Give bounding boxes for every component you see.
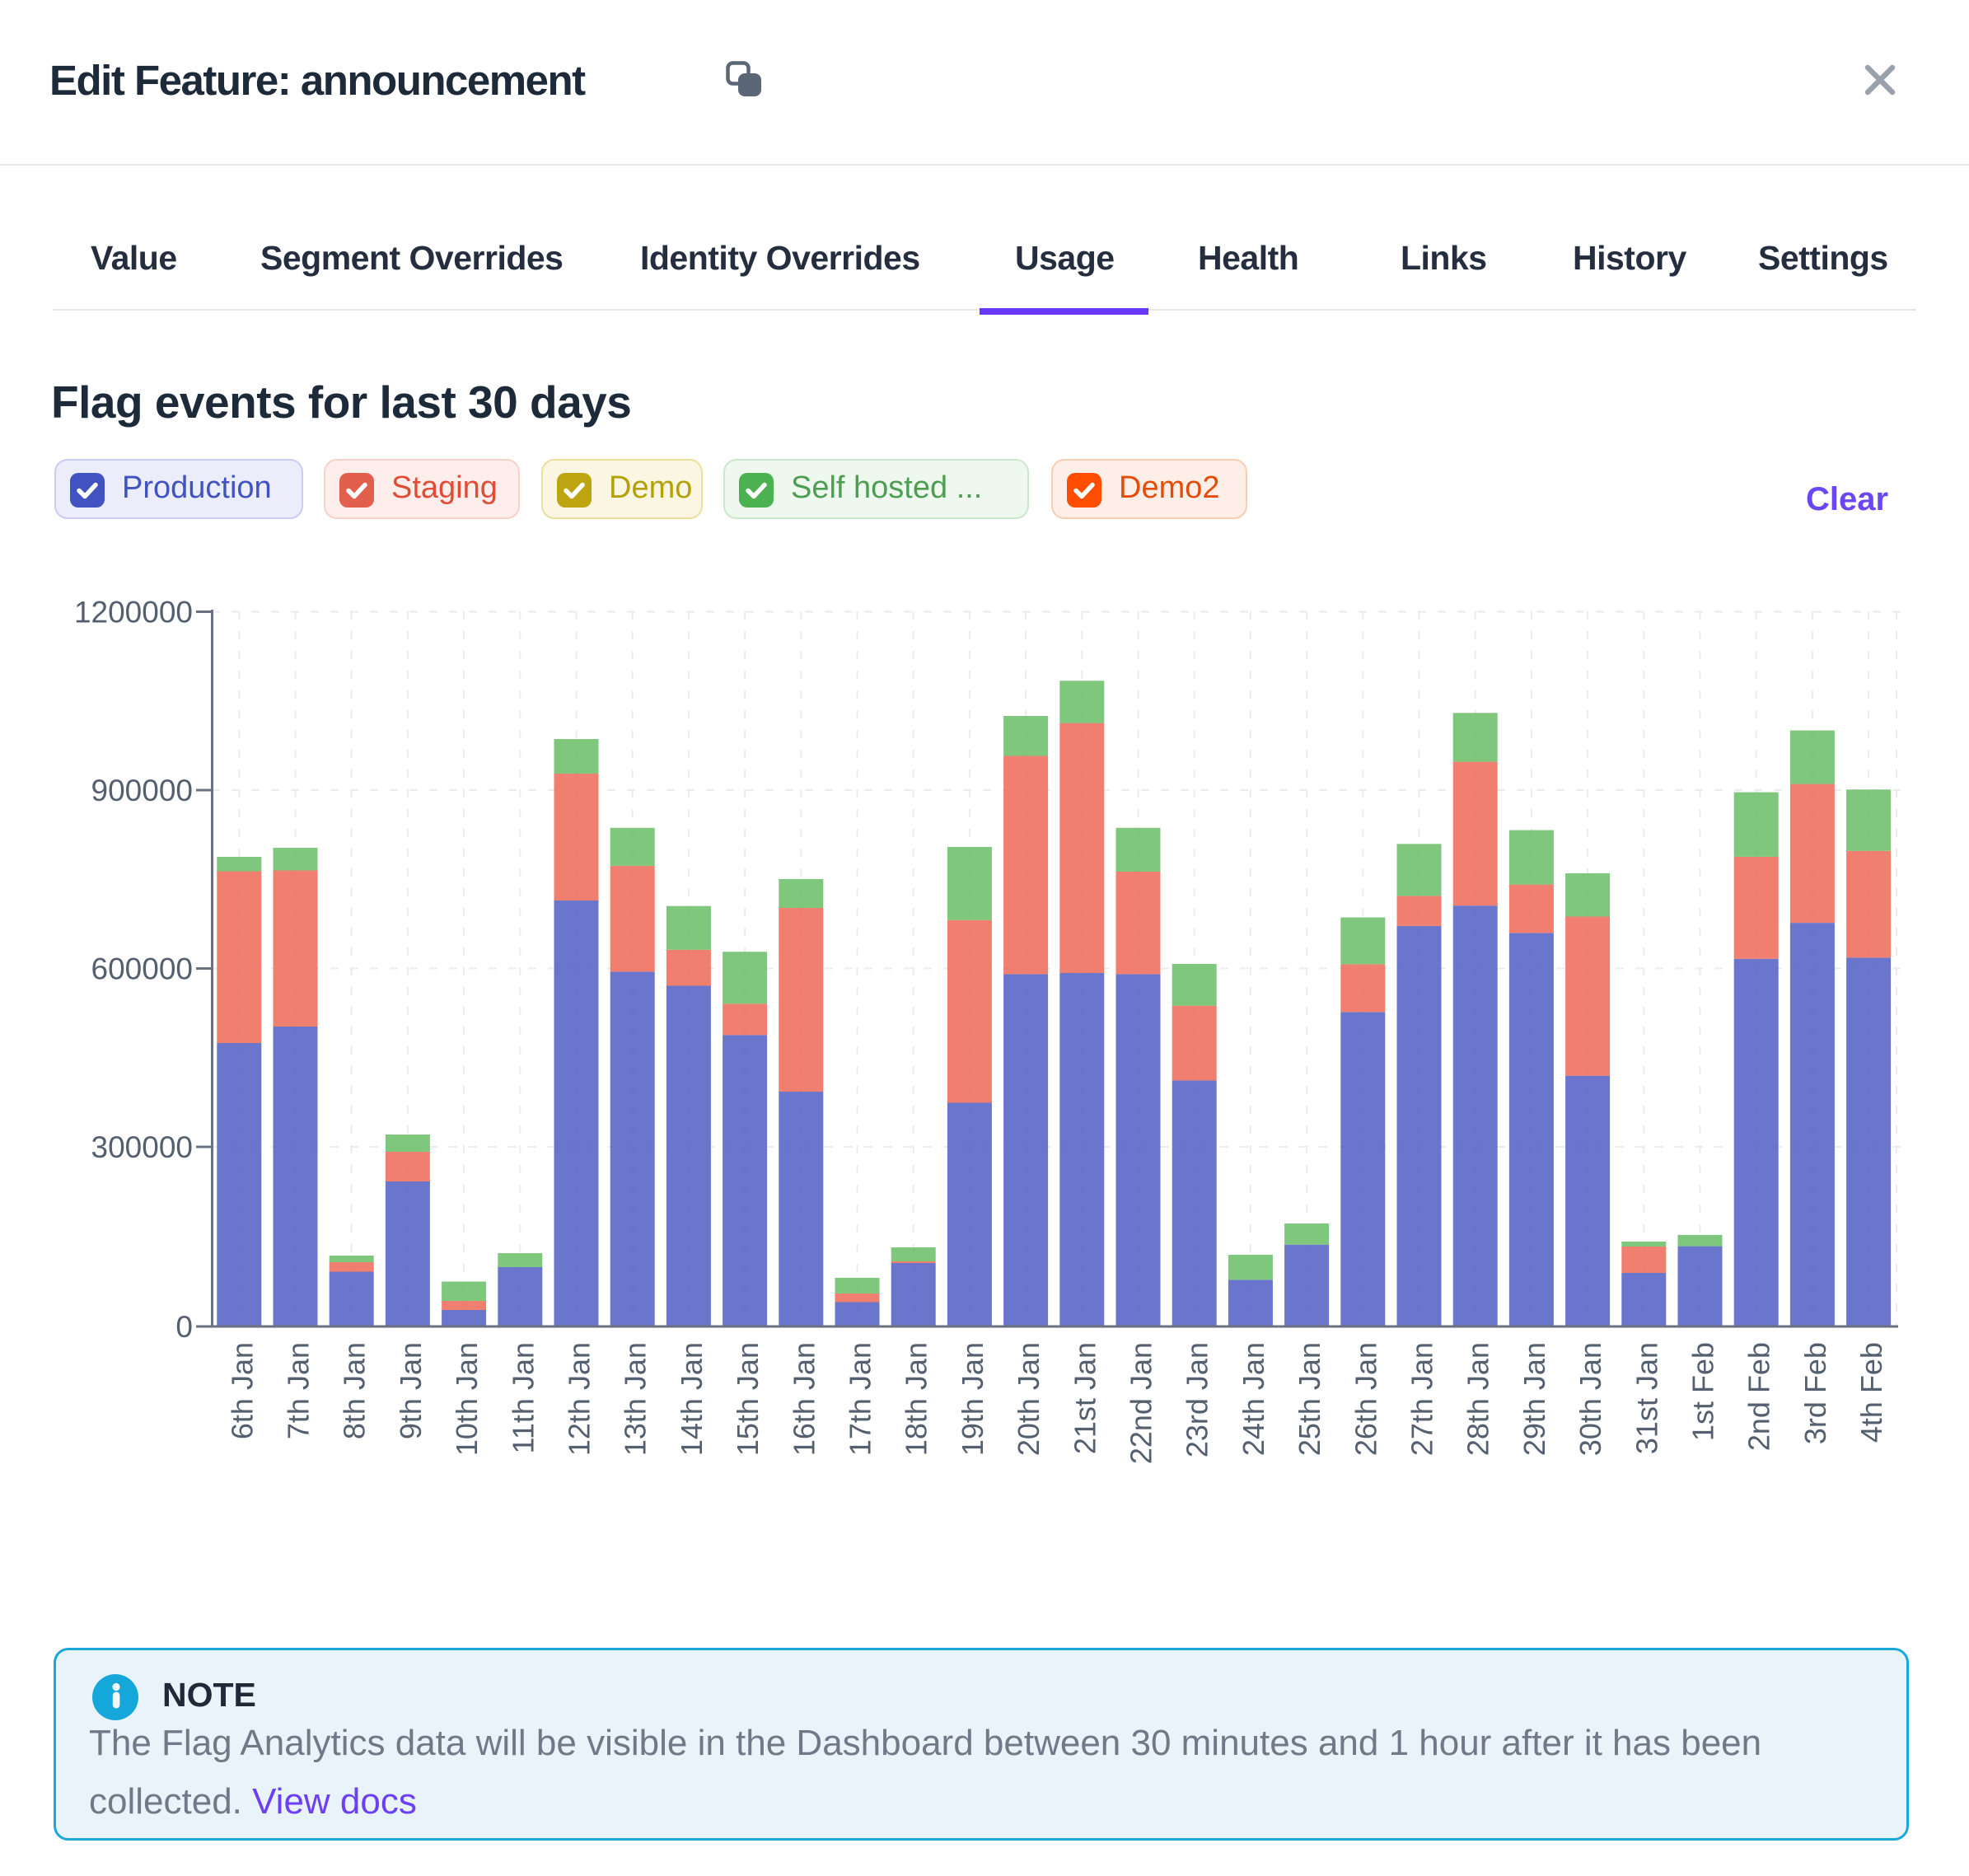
svg-text:300000: 300000: [91, 1130, 193, 1164]
svg-text:31st Jan: 31st Jan: [1630, 1342, 1663, 1454]
svg-text:25th Jan: 25th Jan: [1293, 1342, 1326, 1456]
svg-text:26th Jan: 26th Jan: [1349, 1342, 1382, 1456]
svg-text:2nd Feb: 2nd Feb: [1742, 1342, 1776, 1451]
svg-text:1st Feb: 1st Feb: [1686, 1342, 1720, 1441]
svg-text:8th Jan: 8th Jan: [338, 1342, 372, 1439]
svg-text:3rd Feb: 3rd Feb: [1798, 1342, 1832, 1444]
svg-text:30th Jan: 30th Jan: [1574, 1342, 1607, 1456]
svg-text:17th Jan: 17th Jan: [844, 1342, 877, 1456]
svg-text:15th Jan: 15th Jan: [731, 1342, 765, 1456]
svg-text:19th Jan: 19th Jan: [956, 1342, 989, 1456]
svg-text:7th Jan: 7th Jan: [282, 1342, 316, 1439]
svg-text:28th Jan: 28th Jan: [1462, 1342, 1495, 1456]
svg-text:12th Jan: 12th Jan: [563, 1342, 596, 1456]
svg-text:29th Jan: 29th Jan: [1518, 1342, 1551, 1456]
svg-text:14th Jan: 14th Jan: [675, 1342, 709, 1456]
svg-text:24th Jan: 24th Jan: [1237, 1342, 1270, 1456]
svg-text:22nd Jan: 22nd Jan: [1125, 1342, 1158, 1464]
svg-text:18th Jan: 18th Jan: [900, 1342, 933, 1456]
svg-text:23rd Jan: 23rd Jan: [1181, 1342, 1214, 1457]
svg-text:9th Jan: 9th Jan: [394, 1342, 428, 1439]
svg-text:20th Jan: 20th Jan: [1012, 1342, 1045, 1456]
svg-text:0: 0: [175, 1310, 193, 1344]
svg-text:11th Jan: 11th Jan: [506, 1342, 540, 1453]
svg-text:21st Jan: 21st Jan: [1068, 1342, 1101, 1454]
svg-text:27th Jan: 27th Jan: [1405, 1342, 1439, 1456]
svg-text:4th Feb: 4th Feb: [1854, 1342, 1888, 1443]
svg-text:10th Jan: 10th Jan: [450, 1342, 484, 1456]
svg-text:6th Jan: 6th Jan: [225, 1342, 259, 1439]
svg-text:900000: 900000: [91, 774, 193, 807]
svg-text:13th Jan: 13th Jan: [619, 1342, 652, 1456]
svg-text:1200000: 1200000: [74, 596, 193, 629]
svg-text:16th Jan: 16th Jan: [787, 1342, 821, 1456]
svg-text:600000: 600000: [91, 952, 193, 986]
